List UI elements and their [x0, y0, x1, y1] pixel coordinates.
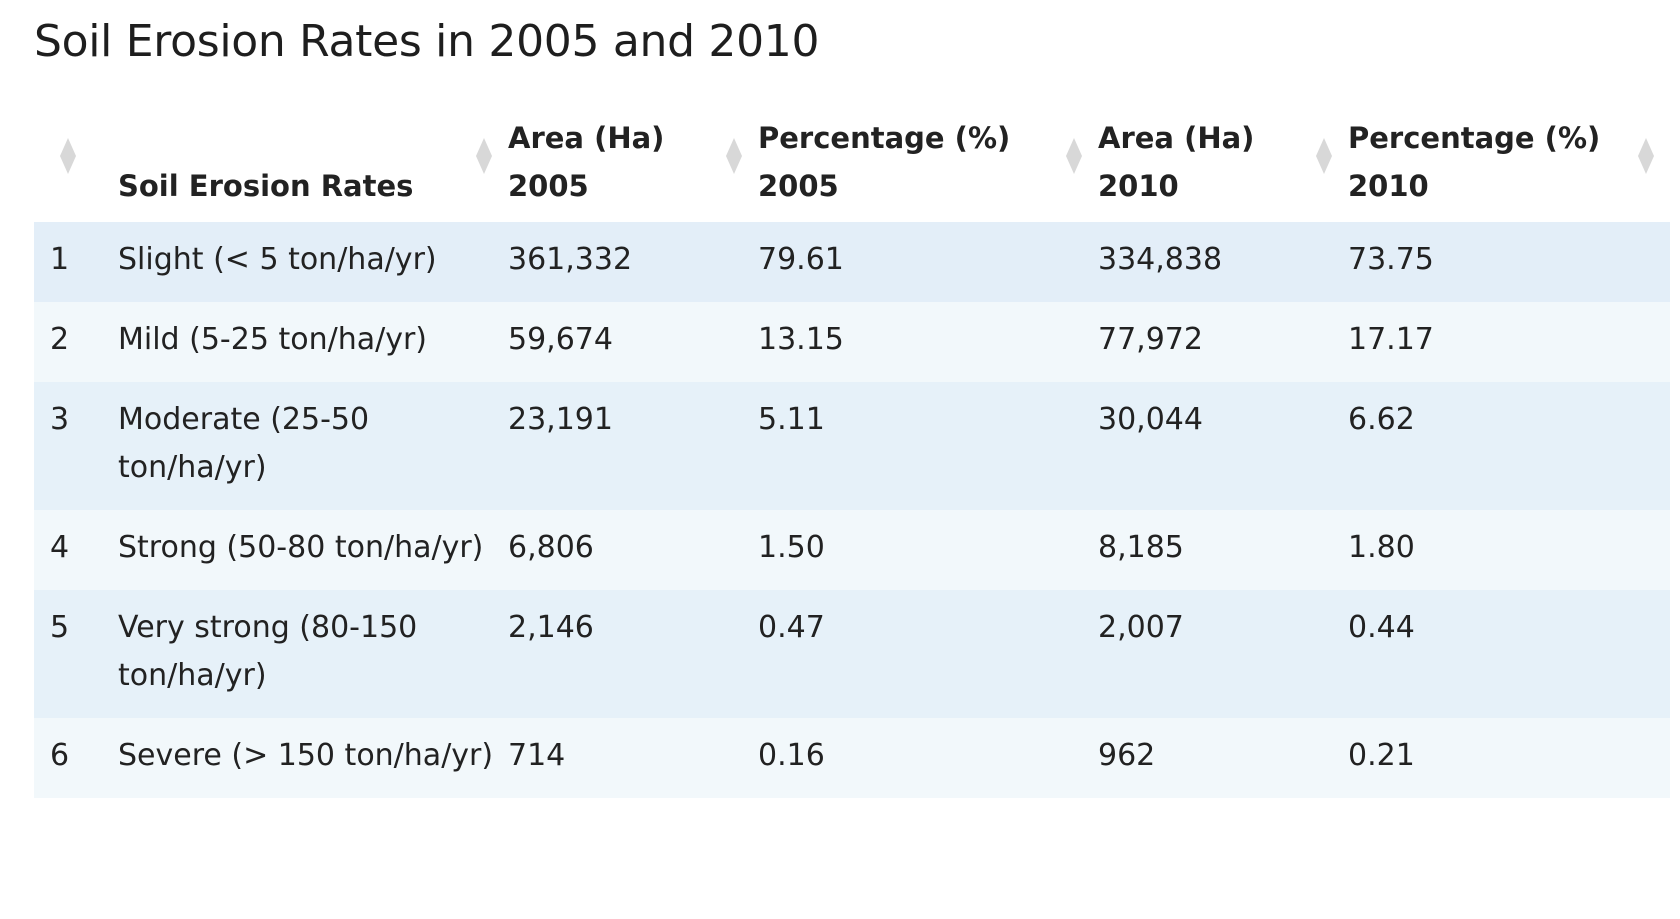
table-row: 5 Very strong (80-150 ton/ha/yr) 2,146 0…: [34, 590, 1670, 718]
cell-rate: Moderate (25-50 ton/ha/yr): [118, 402, 370, 485]
cell-percentage-2010: 73.75: [1348, 242, 1434, 277]
cell-area-2005: 23,191: [508, 402, 613, 437]
sort-icon[interactable]: [474, 136, 494, 176]
cell-area-2010: 8,185: [1098, 530, 1184, 565]
header-percentage-2010[interactable]: Percentage (%) 2010: [1348, 100, 1670, 222]
cell-area-2010: 77,972: [1098, 322, 1203, 357]
sort-icon[interactable]: [1314, 136, 1334, 176]
cell-percentage-2005: 79.61: [758, 242, 844, 277]
header-index[interactable]: [34, 100, 118, 222]
cell-percentage-2005: 5.11: [758, 402, 825, 437]
cell-percentage-2005: 13.15: [758, 322, 844, 357]
row-index: 4: [50, 530, 70, 565]
header-label: Percentage (%) 2010: [1348, 121, 1601, 203]
cell-percentage-2010: 17.17: [1348, 322, 1434, 357]
cell-area-2005: 59,674: [508, 322, 613, 357]
cell-rate: Severe (> 150 ton/ha/yr): [118, 738, 494, 773]
cell-percentage-2010: 0.21: [1348, 738, 1415, 773]
cell-percentage-2010: 0.44: [1348, 610, 1415, 645]
header-area-2005[interactable]: Area (Ha) 2005: [508, 100, 758, 222]
table-row: 1 Slight (< 5 ton/ha/yr) 361,332 79.61 3…: [34, 222, 1670, 302]
header-label: Area (Ha) 2005: [508, 121, 665, 203]
cell-area-2010: 30,044: [1098, 402, 1203, 437]
page-title: Soil Erosion Rates in 2005 and 2010: [34, 16, 820, 67]
row-index: 6: [50, 738, 70, 773]
header-label: Area (Ha) 2010: [1098, 121, 1255, 203]
cell-area-2005: 6,806: [508, 530, 594, 565]
cell-percentage-2005: 0.47: [758, 610, 825, 645]
cell-area-2005: 361,332: [508, 242, 633, 277]
erosion-table-container: Soil Erosion Rates Area (Ha) 2005 Percent…: [34, 100, 1670, 798]
cell-rate: Strong (50-80 ton/ha/yr): [118, 530, 484, 565]
header-label: Percentage (%) 2005: [758, 121, 1011, 203]
cell-area-2010: 2,007: [1098, 610, 1184, 645]
table-header-row: Soil Erosion Rates Area (Ha) 2005 Percent…: [34, 100, 1670, 222]
header-label: Soil Erosion Rates: [118, 169, 414, 203]
sort-icon[interactable]: [1064, 136, 1084, 176]
row-index: 2: [50, 322, 70, 357]
header-percentage-2005[interactable]: Percentage (%) 2005: [758, 100, 1098, 222]
sort-icon[interactable]: [1636, 136, 1656, 176]
header-area-2010[interactable]: Area (Ha) 2010: [1098, 100, 1348, 222]
cell-percentage-2005: 0.16: [758, 738, 825, 773]
row-index: 1: [50, 242, 70, 277]
sort-icon[interactable]: [58, 136, 78, 176]
table-row: 6 Severe (> 150 ton/ha/yr) 714 0.16 962 …: [34, 718, 1670, 798]
row-index: 3: [50, 402, 70, 437]
header-soil-erosion-rates[interactable]: Soil Erosion Rates: [118, 100, 508, 222]
erosion-table: Soil Erosion Rates Area (Ha) 2005 Percent…: [34, 100, 1670, 798]
cell-rate: Slight (< 5 ton/ha/yr): [118, 242, 437, 277]
cell-area-2005: 2,146: [508, 610, 594, 645]
cell-percentage-2010: 1.80: [1348, 530, 1415, 565]
cell-rate: Mild (5-25 ton/ha/yr): [118, 322, 427, 357]
cell-percentage-2005: 1.50: [758, 530, 825, 565]
cell-percentage-2010: 6.62: [1348, 402, 1415, 437]
cell-area-2005: 714: [508, 738, 566, 773]
cell-rate: Very strong (80-150 ton/ha/yr): [118, 610, 418, 693]
cell-area-2010: 334,838: [1098, 242, 1223, 277]
table-row: 4 Strong (50-80 ton/ha/yr) 6,806 1.50 8,…: [34, 510, 1670, 590]
table-row: 3 Moderate (25-50 ton/ha/yr) 23,191 5.11…: [34, 382, 1670, 510]
row-index: 5: [50, 610, 70, 645]
cell-area-2010: 962: [1098, 738, 1156, 773]
sort-icon[interactable]: [724, 136, 744, 176]
table-row: 2 Mild (5-25 ton/ha/yr) 59,674 13.15 77,…: [34, 302, 1670, 382]
